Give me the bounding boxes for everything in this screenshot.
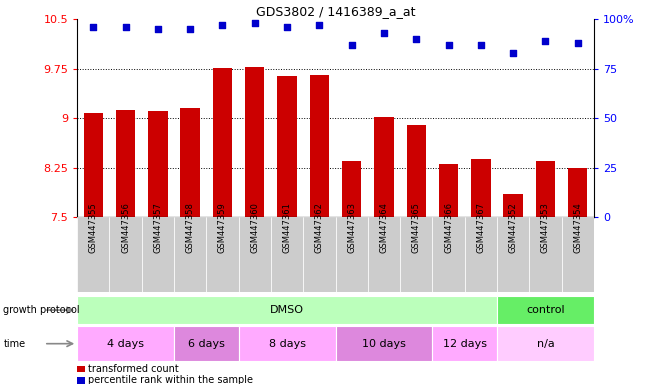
Point	[314, 22, 325, 28]
Bar	[245, 67, 264, 217]
Text: GSM447364: GSM447364	[379, 202, 389, 253]
Text: transformed count: transformed count	[88, 364, 178, 374]
Bar	[239, 217, 271, 292]
Text: growth protocol: growth protocol	[3, 305, 80, 315]
Point	[250, 20, 260, 26]
Bar	[277, 76, 297, 217]
Bar	[471, 159, 491, 217]
Bar	[77, 326, 174, 361]
Point	[88, 24, 99, 30]
Text: percentile rank within the sample: percentile rank within the sample	[88, 375, 253, 384]
Bar	[497, 326, 594, 361]
Bar	[310, 74, 329, 217]
Text: 8 days: 8 days	[268, 339, 305, 349]
Text: GSM447354: GSM447354	[573, 202, 582, 253]
Point	[572, 40, 583, 46]
Point	[443, 42, 454, 48]
Point	[346, 42, 357, 48]
Bar	[400, 217, 432, 292]
Bar	[213, 68, 232, 217]
Bar	[497, 296, 594, 324]
Point	[476, 42, 486, 48]
Bar	[439, 164, 458, 217]
Bar	[503, 194, 523, 217]
Bar	[109, 217, 142, 292]
Bar	[148, 111, 168, 217]
Bar	[207, 217, 239, 292]
Title: GDS3802 / 1416389_a_at: GDS3802 / 1416389_a_at	[256, 5, 415, 18]
Text: GSM447357: GSM447357	[154, 202, 162, 253]
Text: control: control	[526, 305, 565, 315]
Text: 6 days: 6 days	[188, 339, 225, 349]
Point	[185, 26, 195, 32]
Bar	[77, 296, 497, 324]
Point	[411, 36, 421, 42]
Bar	[465, 217, 497, 292]
Text: GSM447362: GSM447362	[315, 202, 324, 253]
Bar	[84, 113, 103, 217]
Bar	[432, 217, 465, 292]
Text: time: time	[3, 339, 25, 349]
Bar	[529, 217, 562, 292]
Bar	[336, 217, 368, 292]
Bar	[342, 161, 362, 217]
Bar	[142, 217, 174, 292]
Point	[508, 50, 519, 56]
Bar	[239, 326, 336, 361]
Bar	[407, 125, 426, 217]
Bar	[77, 217, 109, 292]
Text: GSM447365: GSM447365	[412, 202, 421, 253]
Bar	[432, 326, 497, 361]
Bar	[174, 326, 239, 361]
Text: 12 days: 12 days	[443, 339, 486, 349]
Text: DMSO: DMSO	[270, 305, 304, 315]
Bar	[368, 217, 400, 292]
Point	[540, 38, 551, 44]
Bar	[174, 217, 207, 292]
Bar	[568, 167, 587, 217]
Text: GSM447361: GSM447361	[282, 202, 292, 253]
Text: n/a: n/a	[537, 339, 554, 349]
Bar	[374, 117, 394, 217]
Bar	[180, 108, 200, 217]
Bar	[497, 217, 529, 292]
Text: GSM447356: GSM447356	[121, 202, 130, 253]
Text: GSM447352: GSM447352	[509, 202, 517, 253]
Text: GSM447366: GSM447366	[444, 202, 453, 253]
Text: GSM447363: GSM447363	[347, 202, 356, 253]
Text: GSM447353: GSM447353	[541, 202, 550, 253]
Text: 10 days: 10 days	[362, 339, 406, 349]
Text: GSM447360: GSM447360	[250, 202, 259, 253]
Point	[217, 22, 228, 28]
Point	[152, 26, 163, 32]
Bar	[535, 161, 555, 217]
Text: GSM447355: GSM447355	[89, 202, 98, 253]
Text: GSM447358: GSM447358	[186, 202, 195, 253]
Point	[120, 24, 131, 30]
Point	[282, 24, 293, 30]
Text: GSM447359: GSM447359	[218, 202, 227, 253]
Bar	[116, 109, 136, 217]
Bar	[336, 326, 432, 361]
Text: GSM447367: GSM447367	[476, 202, 485, 253]
Text: 4 days: 4 days	[107, 339, 144, 349]
Point	[378, 30, 389, 36]
Bar	[303, 217, 336, 292]
Bar	[562, 217, 594, 292]
Bar	[271, 217, 303, 292]
